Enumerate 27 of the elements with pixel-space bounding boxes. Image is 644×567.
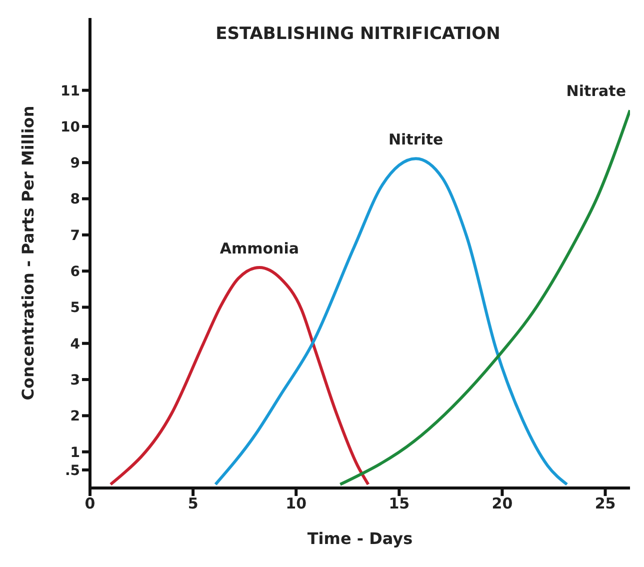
chart-title: ESTABLISHING NITRIFICATION <box>214 24 502 44</box>
series-label: Ammonia <box>220 239 299 258</box>
line-series <box>338 108 630 486</box>
y-tick-label: 9 <box>70 156 80 172</box>
x-tick-label: 15 <box>388 494 410 513</box>
y-tick-label: 10 <box>60 119 80 136</box>
line-series <box>109 266 370 486</box>
y-tick-label: 8 <box>70 192 80 208</box>
y-tick-label: 6 <box>70 264 80 280</box>
x-tick-label: 0 <box>84 494 96 513</box>
y-tick-label: 3 <box>70 372 80 389</box>
x-tick-label: 10 <box>286 494 307 513</box>
x-axis-title: Time - Days <box>307 529 413 548</box>
y-tick-label: .5 <box>64 462 80 479</box>
y-tick-label: 4 <box>70 336 80 352</box>
series-label: Nitrate <box>566 82 626 100</box>
y-tick-label: 5 <box>70 300 80 316</box>
series-label: Nitrite <box>388 130 444 149</box>
x-tick-label: 5 <box>188 494 198 513</box>
y-tick-label: 2 <box>70 408 80 425</box>
x-tick-label: 25 <box>594 494 616 513</box>
x-tick-label: 20 <box>492 494 513 513</box>
y-tick-label: 7 <box>70 228 80 244</box>
line-series <box>214 157 568 486</box>
y-axis-title: Concentration - Parts Per Million <box>18 106 38 400</box>
y-tick-label: 1 <box>70 444 80 461</box>
y-tick-label: 11 <box>60 83 80 100</box>
